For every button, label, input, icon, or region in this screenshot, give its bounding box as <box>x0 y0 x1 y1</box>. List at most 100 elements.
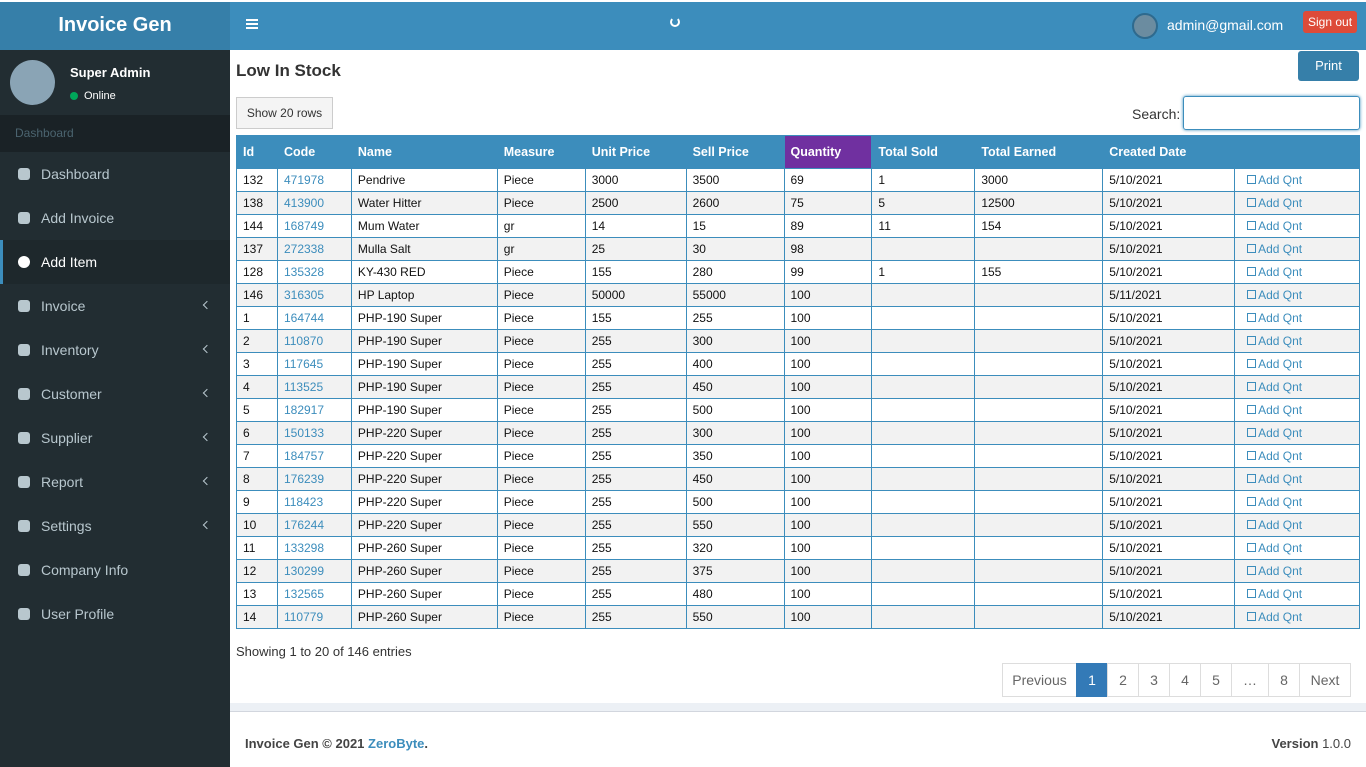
table-cell: Piece <box>496 513 586 537</box>
menu-toggle[interactable] <box>246 19 258 21</box>
table-cell: 5/10/2021 <box>1102 444 1236 468</box>
add-qnt-label: Add Qnt <box>1258 265 1303 279</box>
menu-item[interactable]: Add Item <box>0 240 230 284</box>
column-header[interactable]: Name <box>350 135 498 169</box>
table-cell: 5/10/2021 <box>1102 191 1236 215</box>
add-qnt-link[interactable]: Add Qnt <box>1247 426 1302 440</box>
add-qnt-link[interactable]: Add Qnt <box>1247 357 1302 371</box>
add-qnt-link[interactable]: Add Qnt <box>1247 610 1302 624</box>
add-qnt-link[interactable]: Add Qnt <box>1247 587 1302 601</box>
table-cell: Piece <box>496 260 586 284</box>
menu-item[interactable]: Add Invoice <box>0 196 230 240</box>
page-button[interactable]: Previous <box>1002 663 1077 697</box>
table-cell: 5/10/2021 <box>1102 306 1236 330</box>
table-cell: 100 <box>783 444 873 468</box>
add-qnt-link[interactable]: Add Qnt <box>1247 449 1302 463</box>
column-header[interactable]: Unit Price <box>584 135 687 169</box>
column-header[interactable]: Id <box>236 135 278 169</box>
menu-label: Add Invoice <box>41 210 115 226</box>
table-cell: 272338 <box>276 237 352 261</box>
page-button[interactable]: 5 <box>1200 663 1232 697</box>
column-header[interactable]: Code <box>276 135 352 169</box>
add-qnt-link[interactable]: Add Qnt <box>1247 242 1302 256</box>
table-cell <box>871 582 976 606</box>
table-cell: 2 <box>236 329 278 353</box>
add-qnt-link[interactable]: Add Qnt <box>1247 219 1302 233</box>
table-cell: 184757 <box>276 444 352 468</box>
table-cell: Add Qnt <box>1234 513 1360 537</box>
column-header[interactable]: Quantity <box>783 135 873 169</box>
menu-item[interactable]: Supplier <box>0 416 230 460</box>
brand[interactable]: Invoice Gen <box>0 2 230 50</box>
table-cell: Add Qnt <box>1234 467 1360 491</box>
page-button[interactable]: … <box>1231 663 1269 697</box>
menu-item[interactable]: Dashboard <box>0 152 230 196</box>
table-cell <box>974 536 1104 560</box>
page-button[interactable]: 3 <box>1138 663 1170 697</box>
add-qnt-link[interactable]: Add Qnt <box>1247 472 1302 486</box>
add-qnt-link[interactable]: Add Qnt <box>1247 265 1302 279</box>
table-cell: PHP-190 Super <box>350 352 498 376</box>
add-qnt-label: Add Qnt <box>1258 426 1303 440</box>
table-row: 7 184757 PHP-220 Super Piece 255 350 100 5/10/2… <box>236 444 1360 468</box>
edit-icon <box>1247 175 1257 184</box>
table-cell: 155 <box>584 306 687 330</box>
page-button[interactable]: 4 <box>1169 663 1201 697</box>
table-cell: PHP-260 Super <box>350 559 498 583</box>
add-qnt-link[interactable]: Add Qnt <box>1247 564 1302 578</box>
add-qnt-link[interactable]: Add Qnt <box>1247 311 1302 325</box>
table-cell: 3000 <box>974 168 1104 192</box>
add-qnt-link[interactable]: Add Qnt <box>1247 495 1302 509</box>
table-cell <box>871 421 976 445</box>
add-qnt-link[interactable]: Add Qnt <box>1247 288 1302 302</box>
add-qnt-link[interactable]: Add Qnt <box>1247 518 1302 532</box>
page-button[interactable]: Next <box>1299 663 1351 697</box>
sign-out-button[interactable]: Sign out <box>1303 11 1358 33</box>
table-cell <box>871 490 976 514</box>
user-email[interactable]: admin@gmail.com <box>1167 17 1284 33</box>
column-header[interactable]: Total Earned <box>974 135 1104 169</box>
table-row: 137 272338 Mulla Salt gr 25 30 98 5/10/2021 Add … <box>236 237 1360 261</box>
table-cell: 550 <box>685 605 785 629</box>
table-cell: 110779 <box>276 605 352 629</box>
search-input[interactable] <box>1183 96 1360 130</box>
add-qnt-link[interactable]: Add Qnt <box>1247 380 1302 394</box>
show-rows-button[interactable]: Show 20 rows <box>236 97 333 129</box>
menu-item[interactable]: Settings <box>0 504 230 548</box>
table-cell <box>974 329 1104 353</box>
user-name: Super Admin <box>70 65 151 80</box>
table-cell: Add Qnt <box>1234 582 1360 606</box>
column-header[interactable]: Created Date <box>1102 135 1236 169</box>
menu-item[interactable]: Invoice <box>0 284 230 328</box>
table-cell: 5/10/2021 <box>1102 375 1236 399</box>
table-cell: gr <box>496 237 586 261</box>
company-link[interactable]: ZeroByte <box>368 736 425 751</box>
menu-item[interactable]: User Profile <box>0 592 230 636</box>
add-qnt-link[interactable]: Add Qnt <box>1247 403 1302 417</box>
column-header[interactable]: Sell Price <box>685 135 785 169</box>
top-bar: admin@gmail.com Sign out <box>230 2 1366 50</box>
menu-item[interactable]: Inventory <box>0 328 230 372</box>
table-cell: 1 <box>871 168 976 192</box>
table-cell <box>871 237 976 261</box>
add-qnt-link[interactable]: Add Qnt <box>1247 541 1302 555</box>
column-header[interactable]: Total Sold <box>871 135 976 169</box>
add-qnt-link[interactable]: Add Qnt <box>1247 173 1302 187</box>
table-cell: 500 <box>685 490 785 514</box>
page-button[interactable]: 2 <box>1107 663 1139 697</box>
table-cell: 5/10/2021 <box>1102 329 1236 353</box>
menu-item[interactable]: Report <box>0 460 230 504</box>
chevron <box>202 432 212 442</box>
add-qnt-link[interactable]: Add Qnt <box>1247 334 1302 348</box>
edit-icon <box>1247 313 1257 322</box>
menu-icon <box>18 476 30 488</box>
add-qnt-link[interactable]: Add Qnt <box>1247 196 1302 210</box>
menu-item[interactable]: Company Info <box>0 548 230 592</box>
print-button[interactable]: Print <box>1298 51 1359 81</box>
table-cell: 164744 <box>276 306 352 330</box>
table-cell: 450 <box>685 375 785 399</box>
menu-item[interactable]: Customer <box>0 372 230 416</box>
page-button[interactable]: 1 <box>1076 663 1108 697</box>
page-button[interactable]: 8 <box>1268 663 1300 697</box>
column-header[interactable]: Measure <box>496 135 586 169</box>
